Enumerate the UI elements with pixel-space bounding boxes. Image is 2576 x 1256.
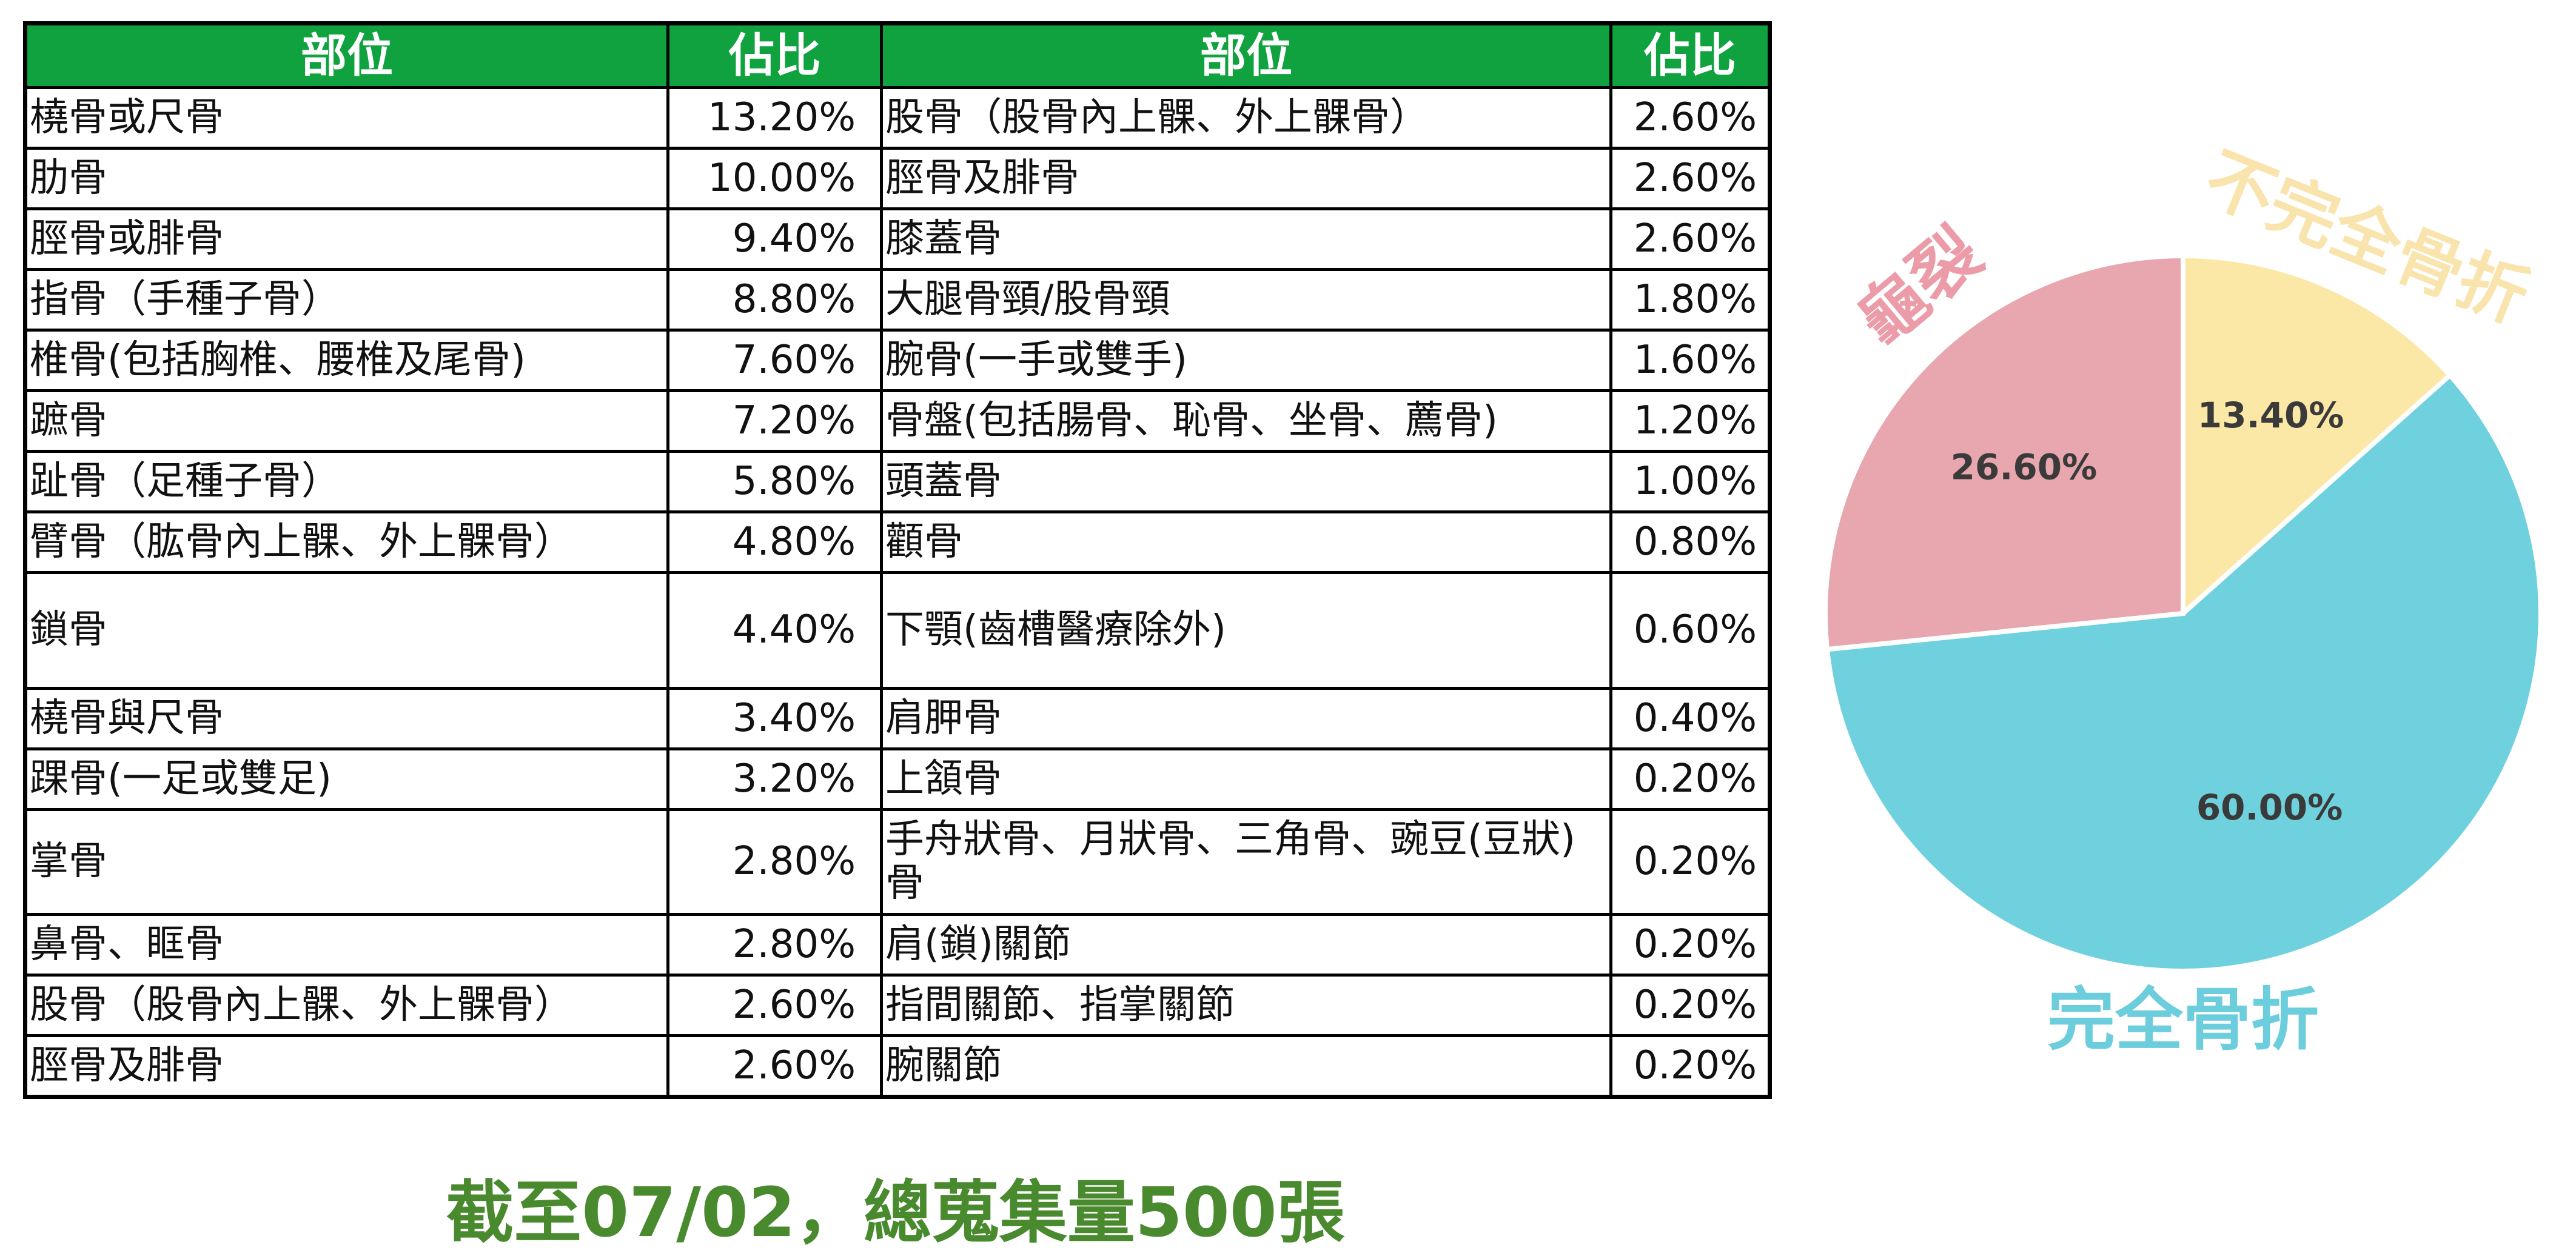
location-cell: 脛骨或腓骨 (24, 207, 669, 271)
share-cell: 0.20% (1609, 747, 1771, 811)
location-cell: 骨盤(包括腸骨、恥骨、坐骨、薦骨) (880, 389, 1612, 453)
share-cell: 0.40% (1609, 687, 1771, 750)
table-row: 橈骨或尺骨 13.20% 股骨（股骨內上髁、外上髁骨） 2.60% (24, 86, 1771, 150)
pie-value-label: 26.60% (1951, 447, 2098, 488)
location-cell: 鼻骨、眶骨 (24, 913, 669, 977)
location-cell: 肩(鎖)關節 (880, 913, 1612, 977)
location-cell: 手舟狀骨、月狀骨、三角骨、豌豆(豆狀)骨 (880, 808, 1612, 916)
share-cell: 0.20% (1609, 913, 1771, 977)
share-cell: 2.60% (666, 974, 883, 1037)
location-cell: 頭蓋骨 (880, 450, 1612, 513)
location-cell: 踝骨(一足或雙足) (24, 747, 669, 811)
table-row: 股骨（股骨內上髁、外上髁骨） 2.60% 指間關節、指掌關節 0.20% (24, 974, 1771, 1037)
location-cell: 大腿骨頸/股骨頸 (880, 268, 1612, 332)
location-cell: 趾骨（足種子骨） (24, 450, 669, 513)
location-cell: 指骨（手種子骨） (24, 268, 669, 332)
location-cell: 股骨（股骨內上髁、外上髁骨） (880, 86, 1612, 150)
table-row: 指骨（手種子骨） 8.80% 大腿骨頸/股骨頸 1.80% (24, 268, 1771, 332)
table-row: 椎骨(包括胸椎、腰椎及尾骨) 7.60% 腕骨(一手或雙手) 1.60% (24, 329, 1771, 392)
location-cell: 橈骨或尺骨 (24, 86, 669, 150)
share-cell: 0.60% (1609, 571, 1771, 690)
share-cell: 5.80% (666, 450, 883, 513)
location-cell: 上頷骨 (880, 747, 1612, 811)
column-header-share: 佔比 (666, 22, 883, 89)
location-cell: 橈骨與尺骨 (24, 687, 669, 750)
location-cell: 下顎(齒槽醫療除外) (880, 571, 1612, 690)
share-cell: 2.60% (666, 1034, 883, 1098)
column-header-share: 佔比 (1609, 22, 1771, 89)
share-cell: 4.80% (666, 510, 883, 574)
table-body: 橈骨或尺骨 13.20% 股骨（股骨內上髁、外上髁骨） 2.60% 肋骨 10.00% 脛骨… (24, 86, 1771, 1098)
share-cell: 0.20% (1609, 808, 1771, 916)
pie-slice (2181, 253, 2454, 619)
pie-value-label: 13.40% (2198, 395, 2344, 436)
share-cell: 4.40% (666, 571, 883, 690)
pie-slice (1824, 372, 2543, 974)
share-cell: 8.80% (666, 268, 883, 332)
location-cell: 脛骨及腓骨 (880, 147, 1612, 210)
location-cell: 顴骨 (880, 510, 1612, 574)
share-cell: 7.60% (666, 329, 883, 392)
location-cell: 膝蓋骨 (880, 207, 1612, 271)
share-cell: 1.20% (1609, 389, 1771, 453)
pie-value-label: 60.00% (2196, 787, 2343, 828)
location-cell: 掌骨 (24, 808, 669, 916)
table-row: 掌骨 2.80% 手舟狀骨、月狀骨、三角骨、豌豆(豆狀)骨 0.20% (24, 808, 1771, 916)
location-cell: 椎骨(包括胸椎、腰椎及尾骨) (24, 329, 669, 392)
share-cell: 2.80% (666, 808, 883, 916)
share-cell: 3.40% (666, 687, 883, 750)
table-row: 趾骨（足種子骨） 5.80% 頭蓋骨 1.00% (24, 450, 1771, 513)
table-row: 踝骨(一足或雙足) 3.20% 上頷骨 0.20% (24, 747, 1771, 811)
share-cell: 7.20% (666, 389, 883, 453)
table-row: 鎖骨 4.40% 下顎(齒槽醫療除外) 0.60% (24, 571, 1771, 690)
table-row: 橈骨與尺骨 3.40% 肩胛骨 0.40% (24, 687, 1771, 750)
table-row: 鼻骨、眶骨 2.80% 肩(鎖)關節 0.20% (24, 913, 1771, 977)
location-cell: 肩胛骨 (880, 687, 1612, 750)
table-row: 脛骨或腓骨 9.40% 膝蓋骨 2.60% (24, 207, 1771, 271)
location-cell: 指間關節、指掌關節 (880, 974, 1612, 1037)
column-header-location: 部位 (880, 22, 1612, 89)
share-cell: 10.00% (666, 147, 883, 210)
share-cell: 2.60% (1609, 147, 1771, 210)
share-cell: 3.20% (666, 747, 883, 811)
location-cell: 腕骨(一手或雙手) (880, 329, 1612, 392)
share-cell: 0.20% (1609, 974, 1771, 1037)
share-cell: 1.80% (1609, 268, 1771, 332)
share-cell: 2.60% (1609, 207, 1771, 271)
table-row: 蹠骨 7.20% 骨盤(包括腸骨、恥骨、坐骨、薦骨) 1.20% (24, 389, 1771, 453)
table-row: 脛骨及腓骨 2.60% 腕關節 0.20% (24, 1034, 1771, 1098)
share-cell: 1.00% (1609, 450, 1771, 513)
share-cell: 9.40% (666, 207, 883, 271)
location-cell: 臂骨（肱骨內上髁、外上髁骨） (24, 510, 669, 574)
location-cell: 腕關節 (880, 1034, 1612, 1098)
table-header-row: 部位 佔比 部位 佔比 (24, 22, 1771, 89)
collection-footnote: 截至07/02，總蒐集量500張 (446, 1174, 1345, 1252)
pie-slice (1823, 253, 2185, 652)
location-cell: 鎖骨 (24, 571, 669, 690)
column-header-location: 部位 (24, 22, 669, 89)
location-cell: 肋骨 (24, 147, 669, 210)
table-row: 臂骨（肱骨內上髁、外上髁骨） 4.80% 顴骨 0.80% (24, 510, 1771, 574)
share-cell: 2.60% (1609, 86, 1771, 150)
location-cell: 脛骨及腓骨 (24, 1034, 669, 1098)
share-cell: 1.60% (1609, 329, 1771, 392)
pie-category-label: 完全骨折 (2047, 981, 2319, 1060)
share-cell: 0.80% (1609, 510, 1771, 574)
share-cell: 2.80% (666, 913, 883, 977)
location-cell: 股骨（股骨內上髁、外上髁骨） (24, 974, 669, 1037)
table-row: 肋骨 10.00% 脛骨及腓骨 2.60% (24, 147, 1771, 210)
share-cell: 0.20% (1609, 1034, 1771, 1098)
location-cell: 蹠骨 (24, 389, 669, 453)
fracture-location-table: 部位 佔比 部位 佔比 橈骨或尺骨 13.20% 股骨（股骨內上髁、外上髁骨） 2.6… (23, 21, 1772, 1099)
share-cell: 13.20% (666, 86, 883, 150)
